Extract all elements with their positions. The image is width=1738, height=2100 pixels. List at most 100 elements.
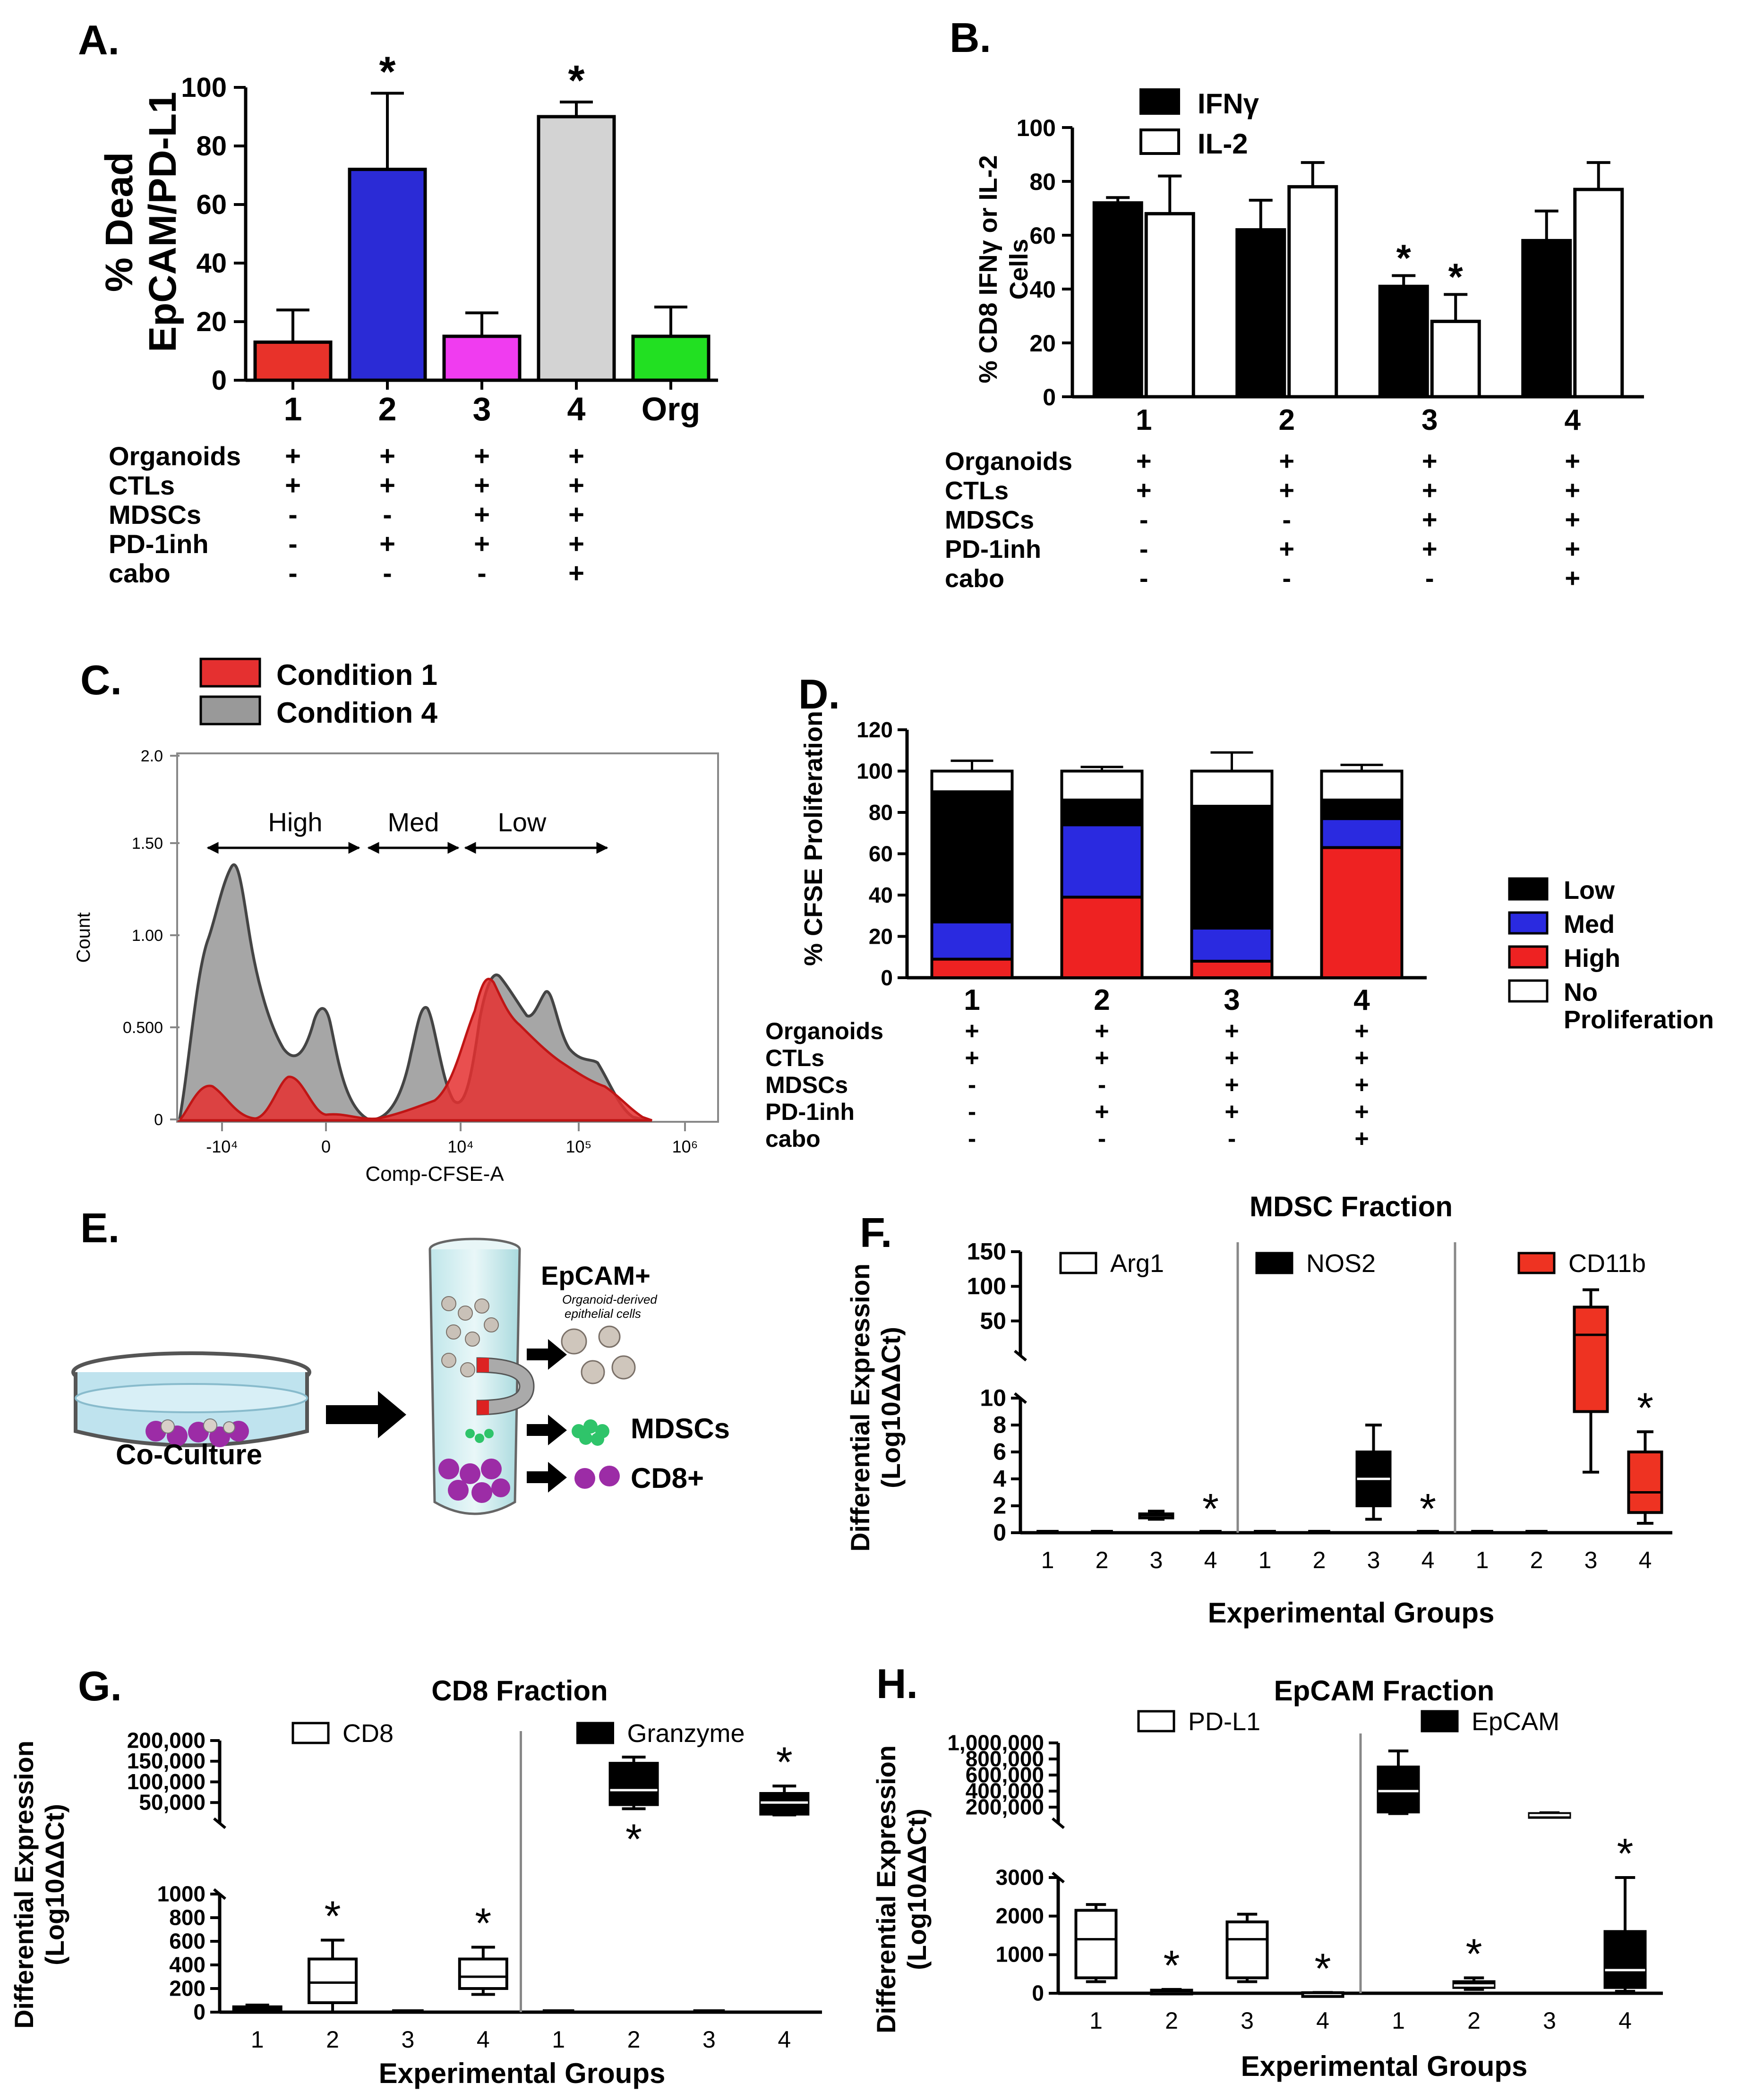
condition-row-label: cabo	[765, 1126, 821, 1152]
panel-f-xlabel: Experimental Groups	[1208, 1597, 1495, 1629]
panel-c-label: C.	[80, 657, 122, 703]
panel-f-title: MDSC Fraction	[1250, 1191, 1453, 1222]
condition-sign: -	[968, 1071, 976, 1099]
y-tick-label: 80	[869, 800, 893, 825]
y-tick-label: 1.00	[132, 927, 163, 945]
condition-sign: -	[1228, 1125, 1236, 1152]
x-tick-label: 2	[326, 2026, 339, 2053]
panel-g: G. CD8 Fraction Differential Expression …	[9, 1663, 822, 2089]
panel-b-ylabel-line2: Cells	[1005, 239, 1033, 299]
condition-sign: -	[1282, 504, 1291, 534]
y-tick-label: 0	[154, 1111, 163, 1129]
condition-sign: +	[1354, 1044, 1369, 1072]
legend-swatch-Granzyme	[576, 1722, 614, 1744]
condition-row-label: PD-1inh	[765, 1099, 855, 1125]
condition-sign: +	[1224, 1044, 1239, 1072]
panel-c: C. Condition 1 Condition 4 High Med Low …	[73, 657, 719, 1186]
x-tick-label: 2	[1467, 2007, 1481, 2034]
condition-sign: +	[1095, 1017, 1109, 1045]
stacked-bar-Med-1	[930, 920, 1014, 961]
mdsc-arrow	[527, 1415, 567, 1445]
bar-IFNγ-3	[1378, 284, 1429, 399]
bar-IL-2-4	[1573, 188, 1624, 399]
y-tick-label: 120	[856, 717, 893, 742]
stacked-bar-Med-2	[1060, 823, 1144, 899]
condition-sign: +	[1224, 1017, 1239, 1045]
x-tick-label: 3	[1543, 2007, 1556, 2034]
panel-h-label: H.	[876, 1660, 918, 1707]
x-tick-label: 0	[321, 1137, 331, 1156]
condition-sign: +	[1565, 504, 1580, 534]
legend-swatch-CD8	[291, 1722, 330, 1744]
condition-sign: +	[1095, 1098, 1109, 1126]
legend-label-high: High	[1564, 944, 1620, 973]
condition-sign: +	[1422, 446, 1438, 476]
panel-c-x-ticks: -10⁴ 0 10⁴ 10⁵ 10⁶	[206, 1122, 698, 1156]
y-tick-label: 400,000	[966, 1778, 1044, 1803]
x-tick-label: 1	[1041, 1547, 1054, 1573]
x-tick-label: 1	[1259, 1547, 1272, 1573]
condition-sign: +	[379, 441, 395, 471]
bar-IFNγ-2	[1235, 228, 1286, 399]
y-tick-label: 100	[1017, 115, 1056, 141]
condition-sign: -	[477, 558, 486, 589]
significance-asterisk: *	[1163, 1942, 1180, 1989]
x-tick-label: 2	[1530, 1547, 1543, 1573]
bar-3	[442, 334, 522, 382]
condition-sign: +	[1279, 475, 1294, 505]
condition-sign: +	[285, 470, 301, 501]
panel-f-ylabel-line2: (Log10ΔΔCt)	[876, 1327, 906, 1488]
box-EpCAM-group-4	[1603, 1930, 1647, 1989]
y-tick-label: 10	[980, 1385, 1006, 1411]
condition-sign: +	[1354, 1017, 1369, 1045]
significance-asterisk: *	[1396, 237, 1412, 279]
panel-h-plot: 0 1000 2000 3000 200,000400,000600,000800,00…	[947, 1707, 1663, 2034]
panel-f-label: F.	[860, 1209, 892, 1256]
condition-row-label: Organoids	[765, 1018, 883, 1044]
panel-h-ylabel-line2: (Log10ΔΔCt)	[902, 1809, 932, 1970]
condition-row-label: Organoids	[945, 447, 1072, 476]
panel-b-plot: 0 20 40 60 80 100 1 2 * * 3 4	[1017, 115, 1644, 436]
significance-asterisk: *	[475, 1900, 491, 1947]
condition-row-label: PD-1inh	[945, 535, 1041, 563]
panel-d-plot: 0 20 40 60 80 100 120 1 2 3 4	[856, 717, 1427, 1016]
panel-a-label: A.	[78, 17, 120, 63]
panel-h-xlabel: Experimental Groups	[1241, 2050, 1528, 2082]
condition-sign: +	[1565, 563, 1580, 593]
y-tick-label: 3000	[996, 1865, 1044, 1889]
gate-label-high: High	[268, 807, 322, 837]
y-tick-label: 40	[869, 883, 893, 907]
condition-sign: +	[568, 441, 584, 471]
y-tick-label: 40	[1029, 276, 1056, 303]
y-tick-label: 50	[980, 1307, 1006, 1334]
panel-b: B. IFNγ IL-2 % CD8 IFNγ or IL-2 Cells 0 2…	[945, 14, 1644, 593]
x-tick-label: 3	[1241, 2007, 1254, 2034]
condition-sign: +	[1279, 534, 1294, 563]
x-tick-label: 3	[473, 391, 491, 427]
y-tick-label: 200,000	[966, 1794, 1044, 1819]
legend-label-CD8: CD8	[342, 1719, 394, 1748]
condition-sign: +	[474, 470, 490, 501]
y-tick-label: 800,000	[966, 1746, 1044, 1771]
condition-sign: +	[1422, 475, 1438, 505]
cd8-label: CD8+	[631, 1462, 704, 1494]
condition-row-label: CTLs	[765, 1045, 824, 1071]
panel-d: D. % CFSE Proliferation 0 20 40 60 80 100 120 1…	[765, 671, 1714, 1152]
y-tick-label: 8	[993, 1412, 1006, 1438]
stacked-bar-High-2	[1060, 896, 1144, 979]
y-tick-label: 2.0	[141, 747, 163, 765]
condition-row-label: PD-1inh	[109, 529, 209, 559]
y-tick-label: 80	[196, 131, 227, 162]
stacked-bar-Low-1	[930, 790, 1014, 923]
y-tick-label: 1,000,000	[947, 1730, 1044, 1755]
bar-4	[537, 115, 616, 382]
cd8-cells-illustration	[574, 1466, 620, 1489]
x-tick-label: 4	[477, 2026, 490, 2053]
separation-tube-illustration	[428, 1238, 535, 1515]
y-tick-label: 1.50	[132, 835, 163, 853]
x-tick-label: 1	[284, 391, 302, 427]
legend-swatch-no-proliferation	[1508, 979, 1549, 1003]
stacked-bar-Low-3	[1190, 804, 1274, 930]
legend-label-condition-4: Condition 4	[276, 697, 437, 729]
